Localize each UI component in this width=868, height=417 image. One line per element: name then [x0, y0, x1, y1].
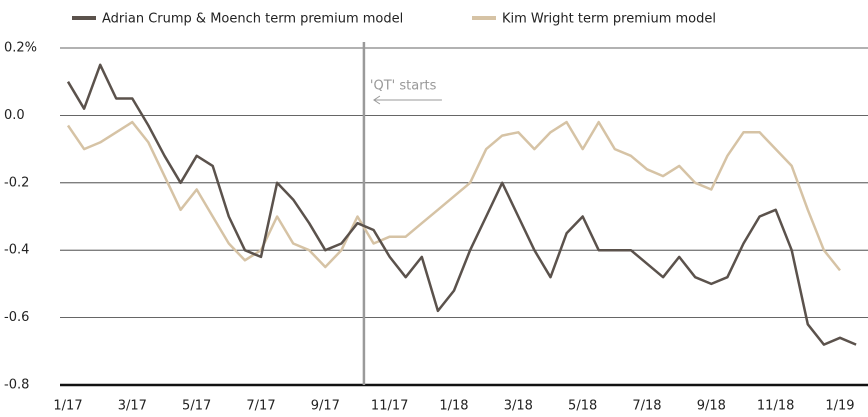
series-line	[66, 120, 841, 272]
x-tick-label: 11/17	[371, 399, 408, 414]
x-tick-label: 9/18	[697, 399, 726, 414]
annotation-text: 'QT' starts	[370, 79, 437, 94]
legend-label: Adrian Crump & Moench term premium model	[102, 12, 403, 27]
x-tick-label: 1/19	[825, 399, 854, 414]
x-tick-label: 1/17	[53, 399, 82, 414]
series-line	[66, 63, 857, 346]
x-tick-label: 7/17	[246, 399, 275, 414]
y-tick-label: -0.4	[4, 243, 29, 258]
x-tick-label: 7/18	[632, 399, 661, 414]
x-tick-label: 5/17	[182, 399, 211, 414]
x-tick-label: 9/17	[311, 399, 340, 414]
x-tick-label: 3/17	[118, 399, 147, 414]
legend-label: Kim Wright term premium model	[502, 12, 716, 27]
y-tick-label: -0.6	[4, 310, 29, 325]
annotation-arrow	[373, 95, 442, 105]
x-tick-label: 5/18	[568, 399, 597, 414]
y-tick-label: 0.2%	[4, 41, 37, 56]
x-tick-label: 3/18	[504, 399, 533, 414]
y-tick-label: 0.0	[4, 108, 25, 123]
y-tick-label: -0.2	[4, 175, 29, 190]
y-tick-label: -0.8	[4, 378, 29, 393]
x-tick-label: 11/18	[757, 399, 794, 414]
x-tick-label: 1/18	[439, 399, 468, 414]
